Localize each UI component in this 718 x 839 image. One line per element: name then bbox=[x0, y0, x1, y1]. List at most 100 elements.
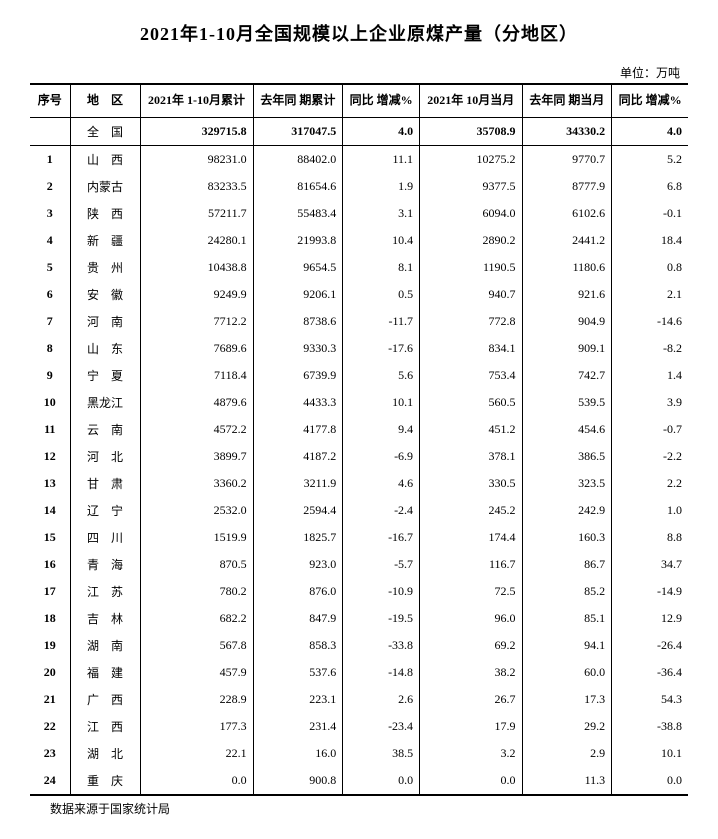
table-cell: 6094.0 bbox=[420, 200, 522, 227]
table-cell: 560.5 bbox=[420, 389, 522, 416]
table-cell: 3.2 bbox=[420, 740, 522, 767]
table-cell: 2594.4 bbox=[253, 497, 343, 524]
table-cell: 86.7 bbox=[522, 551, 612, 578]
table-cell: 451.2 bbox=[420, 416, 522, 443]
table-cell: -2.4 bbox=[343, 497, 420, 524]
table-cell: 9330.3 bbox=[253, 335, 343, 362]
table-cell: 17.9 bbox=[420, 713, 522, 740]
table-cell: 贵 州 bbox=[70, 254, 140, 281]
table-cell: 10275.2 bbox=[420, 145, 522, 173]
table-cell: 四 川 bbox=[70, 524, 140, 551]
table-cell: 青 海 bbox=[70, 551, 140, 578]
table-cell: 682.2 bbox=[140, 605, 253, 632]
table-cell: 8.8 bbox=[612, 524, 688, 551]
table-cell: 18 bbox=[30, 605, 70, 632]
table-cell: -17.6 bbox=[343, 335, 420, 362]
table-cell: 11 bbox=[30, 416, 70, 443]
table-cell: -5.7 bbox=[343, 551, 420, 578]
table-cell: 38.5 bbox=[343, 740, 420, 767]
table-cell: 38.2 bbox=[420, 659, 522, 686]
table-row: 22江 西177.3231.4-23.417.929.2-38.8 bbox=[30, 713, 688, 740]
table-cell: 安 徽 bbox=[70, 281, 140, 308]
col-header-prev-month: 去年同 期当月 bbox=[522, 84, 612, 117]
table-cell: 2 bbox=[30, 173, 70, 200]
table-cell: 454.6 bbox=[522, 416, 612, 443]
table-cell: 317047.5 bbox=[253, 117, 343, 145]
table-cell: 5.6 bbox=[343, 362, 420, 389]
table-row: 12河 北3899.74187.2-6.9378.1386.5-2.2 bbox=[30, 443, 688, 470]
table-cell: 57211.7 bbox=[140, 200, 253, 227]
table-cell: 231.4 bbox=[253, 713, 343, 740]
table-cell: 10438.8 bbox=[140, 254, 253, 281]
table-cell: 0.0 bbox=[343, 767, 420, 795]
table-cell: 1.9 bbox=[343, 173, 420, 200]
table-cell: 847.9 bbox=[253, 605, 343, 632]
table-cell: 22.1 bbox=[140, 740, 253, 767]
table-cell: 1519.9 bbox=[140, 524, 253, 551]
table-cell: 9 bbox=[30, 362, 70, 389]
table-cell: 539.5 bbox=[522, 389, 612, 416]
table-row: 18吉 林682.2847.9-19.596.085.112.9 bbox=[30, 605, 688, 632]
table-cell: 60.0 bbox=[522, 659, 612, 686]
table-cell: 3.1 bbox=[343, 200, 420, 227]
table-cell: 12 bbox=[30, 443, 70, 470]
table-row: 1山 西98231.088402.011.110275.29770.75.2 bbox=[30, 145, 688, 173]
table-cell: 24280.1 bbox=[140, 227, 253, 254]
table-cell: 江 西 bbox=[70, 713, 140, 740]
table-cell: 15 bbox=[30, 524, 70, 551]
table-row: 5贵 州10438.89654.58.11190.51180.60.8 bbox=[30, 254, 688, 281]
table-cell: 772.8 bbox=[420, 308, 522, 335]
table-cell: 福 建 bbox=[70, 659, 140, 686]
table-cell: 34330.2 bbox=[522, 117, 612, 145]
table-cell: 0.0 bbox=[140, 767, 253, 795]
table-cell: 9206.1 bbox=[253, 281, 343, 308]
table-cell: -14.8 bbox=[343, 659, 420, 686]
table-row: 6安 徽9249.99206.10.5940.7921.62.1 bbox=[30, 281, 688, 308]
table-row: 13甘 肃3360.23211.94.6330.5323.52.2 bbox=[30, 470, 688, 497]
table-cell: -0.1 bbox=[612, 200, 688, 227]
table-cell: 广 西 bbox=[70, 686, 140, 713]
table-cell: 10.1 bbox=[612, 740, 688, 767]
table-row: 11云 南4572.24177.89.4451.2454.6-0.7 bbox=[30, 416, 688, 443]
table-cell: 11.3 bbox=[522, 767, 612, 795]
unit-label: 单位：万吨 bbox=[30, 64, 688, 81]
table-cell: 55483.4 bbox=[253, 200, 343, 227]
table-row: 9宁 夏7118.46739.95.6753.4742.71.4 bbox=[30, 362, 688, 389]
table-cell: 河 南 bbox=[70, 308, 140, 335]
table-cell: 909.1 bbox=[522, 335, 612, 362]
table-cell: 10.4 bbox=[343, 227, 420, 254]
table-cell: 386.5 bbox=[522, 443, 612, 470]
col-header-index: 序号 bbox=[30, 84, 70, 117]
table-cell: 0.8 bbox=[612, 254, 688, 281]
table-cell: -10.9 bbox=[343, 578, 420, 605]
table-cell: 14 bbox=[30, 497, 70, 524]
table-cell: 宁 夏 bbox=[70, 362, 140, 389]
table-cell: 223.1 bbox=[253, 686, 343, 713]
table-cell: 9654.5 bbox=[253, 254, 343, 281]
table-cell: 8777.9 bbox=[522, 173, 612, 200]
table-cell: 160.3 bbox=[522, 524, 612, 551]
table-cell: 1 bbox=[30, 145, 70, 173]
table-cell: 10 bbox=[30, 389, 70, 416]
table-cell: 329715.8 bbox=[140, 117, 253, 145]
table-row: 8山 东7689.69330.3-17.6834.1909.1-8.2 bbox=[30, 335, 688, 362]
table-cell: 8738.6 bbox=[253, 308, 343, 335]
table-cell: 858.3 bbox=[253, 632, 343, 659]
table-cell: 河 北 bbox=[70, 443, 140, 470]
table-cell: 242.9 bbox=[522, 497, 612, 524]
table-cell: 4572.2 bbox=[140, 416, 253, 443]
table-cell: 22 bbox=[30, 713, 70, 740]
table-cell: 0.0 bbox=[420, 767, 522, 795]
table-cell: 742.7 bbox=[522, 362, 612, 389]
table-cell: 0.5 bbox=[343, 281, 420, 308]
table-cell: -33.8 bbox=[343, 632, 420, 659]
table-cell: 6.8 bbox=[612, 173, 688, 200]
table-cell: -2.2 bbox=[612, 443, 688, 470]
table-cell: 2.2 bbox=[612, 470, 688, 497]
table-cell: -23.4 bbox=[343, 713, 420, 740]
table-cell: 9.4 bbox=[343, 416, 420, 443]
table-row: 23湖 北22.116.038.53.22.910.1 bbox=[30, 740, 688, 767]
table-cell: 1825.7 bbox=[253, 524, 343, 551]
table-cell: 116.7 bbox=[420, 551, 522, 578]
table-cell: 4433.3 bbox=[253, 389, 343, 416]
